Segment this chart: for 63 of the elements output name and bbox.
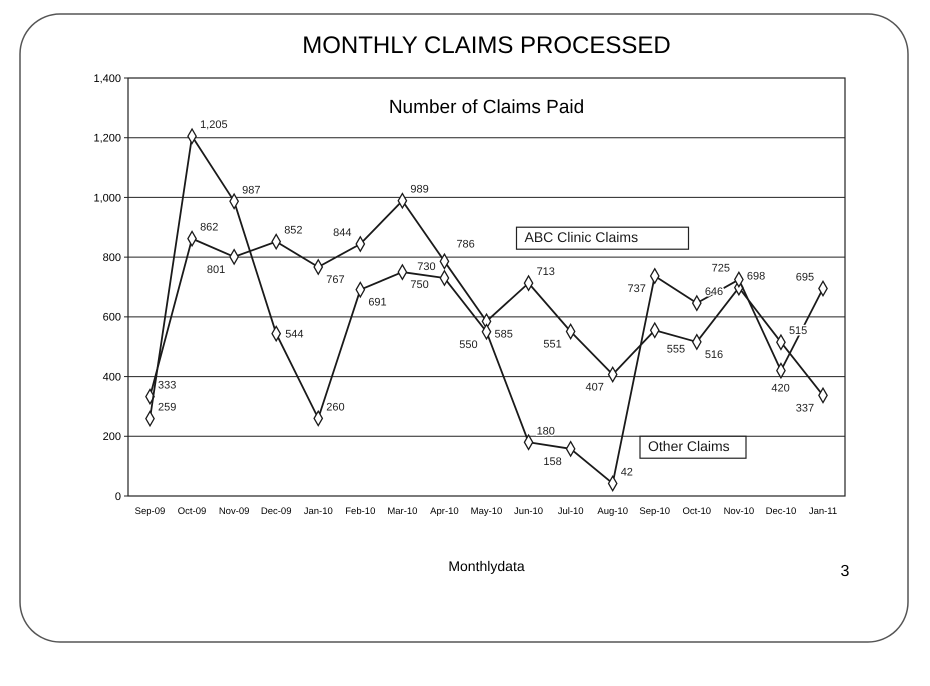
data-label: 695 bbox=[796, 271, 814, 284]
x-tick-label: May-10 bbox=[470, 506, 502, 517]
data-label: 407 bbox=[585, 381, 604, 394]
data-label: 1,205 bbox=[200, 119, 228, 132]
data-label: 698 bbox=[746, 270, 766, 283]
text: 3 bbox=[840, 563, 850, 580]
data-label: 551 bbox=[543, 338, 562, 350]
x-tick-label: Mar-10 bbox=[387, 506, 418, 517]
y-tick-label: 0 bbox=[114, 490, 121, 503]
data-label: 750 bbox=[410, 279, 429, 292]
data-label: 987 bbox=[242, 184, 260, 196]
data-label: 550 bbox=[459, 338, 478, 351]
x-tick-label: Nov-09 bbox=[218, 506, 250, 517]
data-label: 555 bbox=[666, 343, 686, 356]
data-label: 989 bbox=[410, 184, 429, 196]
y-tick-label: 800 bbox=[102, 252, 121, 264]
text: ABC Clinic Claims bbox=[524, 229, 638, 246]
data-label: 259 bbox=[158, 402, 176, 414]
data-label: 420 bbox=[771, 382, 790, 395]
x-tick-label: Feb-10 bbox=[345, 506, 376, 517]
data-label: 544 bbox=[285, 328, 304, 341]
y-tick-label: 200 bbox=[102, 431, 121, 444]
y-tick-label: 1,200 bbox=[93, 132, 121, 145]
data-label: 260 bbox=[326, 401, 345, 414]
y-tick-label: 600 bbox=[102, 312, 121, 324]
y-tick-label: 400 bbox=[102, 371, 121, 384]
y-tick-label: 1,400 bbox=[93, 72, 121, 85]
data-label: 767 bbox=[326, 274, 345, 286]
x-tick-label: Dec-10 bbox=[766, 506, 796, 517]
chart-title: MONTHLY CLAIMS PROCESSED bbox=[302, 32, 671, 59]
x-tick-label: Jun-10 bbox=[514, 506, 544, 517]
data-label: 158 bbox=[543, 456, 562, 468]
data-label: 585 bbox=[494, 328, 513, 340]
x-tick-label: Oct-09 bbox=[178, 506, 206, 517]
x-tick-label: Sep-09 bbox=[134, 506, 166, 517]
data-label: 180 bbox=[536, 425, 555, 438]
x-tick-label: Aug-10 bbox=[597, 506, 628, 517]
x-tick-label: Oct-10 bbox=[682, 506, 712, 517]
data-label: 713 bbox=[536, 266, 555, 278]
text: Number of Claims Paid bbox=[388, 97, 584, 118]
data-label: 862 bbox=[200, 222, 218, 234]
data-label: 337 bbox=[796, 402, 814, 414]
x-axis-title: Monthlydata bbox=[448, 558, 525, 574]
x-tick-label: Nov-10 bbox=[724, 506, 754, 517]
data-label: 333 bbox=[158, 380, 176, 392]
data-label: 730 bbox=[417, 261, 436, 274]
x-tick-label: Apr-10 bbox=[430, 506, 459, 517]
data-label: 786 bbox=[456, 238, 475, 250]
data-label: 691 bbox=[368, 296, 387, 309]
x-tick-label: Jul-10 bbox=[558, 506, 584, 517]
series-label: Other Claims bbox=[648, 438, 730, 454]
x-tick-label: Dec-09 bbox=[260, 506, 292, 517]
y-tick-label: 1,000 bbox=[93, 192, 121, 204]
data-label: 737 bbox=[628, 282, 646, 295]
data-label: 725 bbox=[712, 262, 730, 275]
data-label: 42 bbox=[620, 466, 633, 478]
data-label: 844 bbox=[333, 227, 352, 240]
data-label: 516 bbox=[704, 348, 724, 361]
x-tick-label: Jan-11 bbox=[808, 506, 838, 517]
x-tick-label: Sep-10 bbox=[639, 506, 670, 517]
data-label: 801 bbox=[206, 264, 226, 276]
data-label: 852 bbox=[284, 224, 303, 237]
x-tick-label: Jan-10 bbox=[304, 506, 333, 517]
